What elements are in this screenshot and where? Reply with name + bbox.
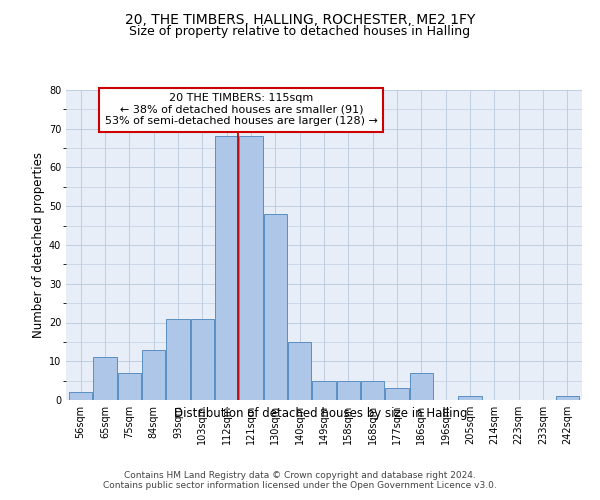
Bar [288, 342, 311, 400]
Text: Distribution of detached houses by size in Halling: Distribution of detached houses by size … [174, 408, 468, 420]
Bar [313, 380, 335, 400]
Bar [166, 318, 190, 400]
Y-axis label: Number of detached properties: Number of detached properties [32, 152, 44, 338]
Bar [361, 380, 384, 400]
Bar [458, 396, 482, 400]
Bar [264, 214, 287, 400]
Text: Size of property relative to detached houses in Halling: Size of property relative to detached ho… [130, 25, 470, 38]
Bar [215, 136, 238, 400]
Bar [337, 380, 360, 400]
Bar [142, 350, 165, 400]
Bar [410, 373, 433, 400]
Bar [69, 392, 92, 400]
Bar [239, 136, 263, 400]
Text: Contains HM Land Registry data © Crown copyright and database right 2024.
Contai: Contains HM Land Registry data © Crown c… [103, 470, 497, 490]
Bar [118, 373, 141, 400]
Bar [94, 358, 116, 400]
Bar [191, 318, 214, 400]
Text: 20 THE TIMBERS: 115sqm
← 38% of detached houses are smaller (91)
53% of semi-det: 20 THE TIMBERS: 115sqm ← 38% of detached… [105, 93, 378, 126]
Bar [385, 388, 409, 400]
Text: 20, THE TIMBERS, HALLING, ROCHESTER, ME2 1FY: 20, THE TIMBERS, HALLING, ROCHESTER, ME2… [125, 12, 475, 26]
Bar [556, 396, 579, 400]
